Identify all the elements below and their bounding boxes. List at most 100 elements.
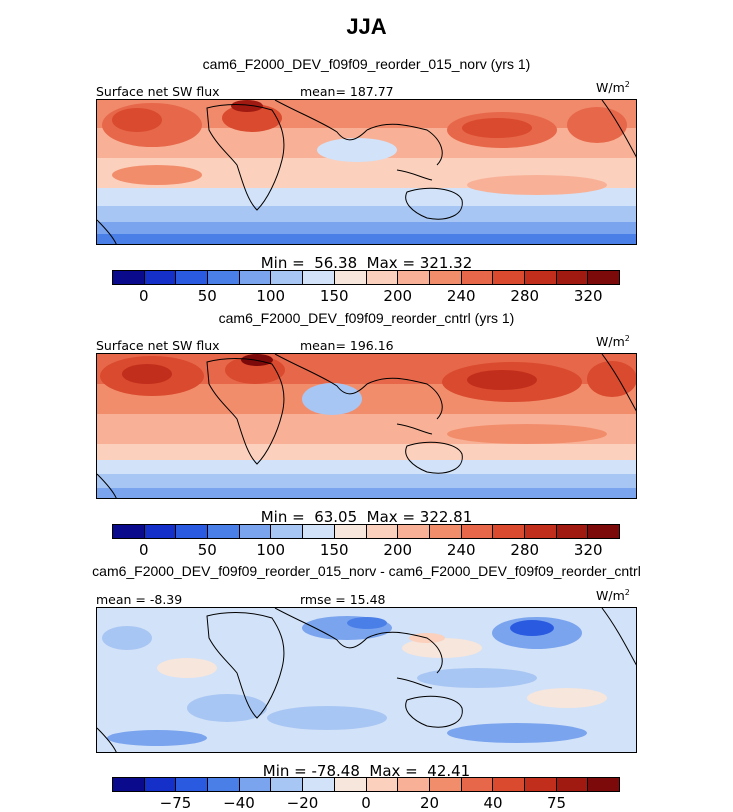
coast-africa [206,104,285,211]
colorbar-tick-label: 150 [319,541,349,559]
coast-americas [601,100,636,158]
panel-3-colorbar [112,777,620,792]
colorbar-tick-label: 200 [383,541,413,559]
colorbar-tick-label: 150 [319,287,349,305]
panel-2-minmax: Min = 63.05 Max = 322.81 [260,508,473,526]
colorbar-swatch [113,271,145,284]
colorbar-swatch [493,525,525,538]
colorbar-swatch [556,778,589,791]
coast-africa [206,612,285,719]
panel-3-map [96,607,637,753]
colorbar-swatch [271,271,304,284]
panel-1-units-label: W/m2 [596,80,630,96]
map-band-south-2 [97,460,636,474]
coast-southeast-asia [366,123,443,166]
colorbar-swatch [556,525,589,538]
colorbar-swatch [176,525,209,538]
colorbar-swatch [366,271,399,284]
colorbar-swatch [271,778,304,791]
map-diff-patch [107,730,207,746]
coast-indonesia [396,169,433,181]
map-diff-patch [187,694,267,722]
panel-1-field-label: Surface net SW flux [96,84,220,99]
coast-asia-south [274,354,368,395]
colorbar-tick-label: 240 [446,287,476,305]
panel-2-colorbar-ticks: 0 50 100 150 200 240 280 320 [112,541,620,559]
colorbar-swatch [556,271,589,284]
panel-3-mean-label: mean = -8.39 [96,592,183,607]
colorbar-swatch [334,525,367,538]
colorbar-tick-label: 0 [138,287,149,305]
map-highflux-east-pacific [567,107,627,143]
colorbar-tick-label: 0 [361,794,371,812]
colorbar-swatch [303,778,335,791]
panel-3-rmse-label: rmse = 15.48 [300,592,386,607]
colorbar-tick-label: 0 [138,541,149,559]
colorbar-tick-label: 320 [573,541,603,559]
colorbar-swatch [398,778,430,791]
colorbar-tick-label: 50 [197,287,217,305]
map-coastlines [97,354,636,498]
panel-1-colorbar-ticks: 0 50 100 150 200 240 280 320 [112,287,620,305]
map-convective-low [317,138,397,162]
colorbar-swatch [334,271,367,284]
map-diff-patch [347,617,387,629]
colorbar-swatch [493,778,525,791]
map-highflux-atlantic-core [112,108,162,132]
panel-3-case-title: cam6_F2000_DEV_f09f09_reorder_015_norv -… [92,563,641,579]
colorbar-swatch [588,271,619,284]
coast-indonesia [396,423,433,435]
map-convective-low [302,383,362,415]
colorbar-swatch [113,525,145,538]
map-diff-patch [102,626,152,650]
map-highflux-sahara [222,104,282,132]
panel-3-colorbar-ticks: −75 −40 −20 0 20 40 75 [112,794,620,812]
panel-2-units-label: W/m2 [596,334,630,350]
colorbar-swatch [144,778,177,791]
coast-south-america [97,473,117,498]
coast-southeast-asia [366,377,443,420]
panel-1-colorbar [112,270,620,285]
colorbar-swatch [429,525,462,538]
colorbar-swatch [113,778,145,791]
colorbar-swatch [524,271,557,284]
map-diff-patch [447,723,587,743]
colorbar-swatch [588,525,619,538]
panel-2-map [96,353,637,499]
panel-1-mean-label: mean= 187.77 [300,84,394,99]
colorbar-swatch [461,525,494,538]
colorbar-tick-label: 75 [546,794,567,812]
map-highflux-mediterranean [231,100,263,112]
panel-1-map [96,99,637,245]
panel-3-units-label: W/m2 [596,588,630,604]
colorbar-swatch [303,525,335,538]
colorbar-swatch [208,525,240,538]
coast-australia [405,441,463,474]
colorbar-swatch [366,525,399,538]
colorbar-tick-label: 320 [573,287,603,305]
colorbar-swatch [144,525,177,538]
panel-2-mean-label: mean= 196.16 [300,338,394,353]
map-diff-patch [417,668,537,688]
colorbar-swatch [429,271,462,284]
colorbar-tick-label: 20 [419,794,440,812]
colorbar-tick-label: 240 [446,541,476,559]
coast-americas [601,608,636,666]
colorbar-tick-label: −40 [223,794,255,812]
colorbar-swatch [271,525,304,538]
map-band-south-3 [97,474,636,488]
map-band-south-2 [97,206,636,222]
coast-australia [405,695,463,728]
panel-2-colorbar [112,524,620,539]
map-band-south-3 [97,222,636,234]
colorbar-swatch [334,778,367,791]
colorbar-swatch [144,271,177,284]
colorbar-swatch [493,271,525,284]
page-title: JJA [346,14,387,39]
map-diff-patch [527,688,607,708]
map-band-south-4 [97,234,636,244]
colorbar-tick-label: 100 [256,287,286,305]
coast-australia [405,187,463,220]
coast-indonesia [396,677,433,689]
coast-africa [206,358,285,465]
